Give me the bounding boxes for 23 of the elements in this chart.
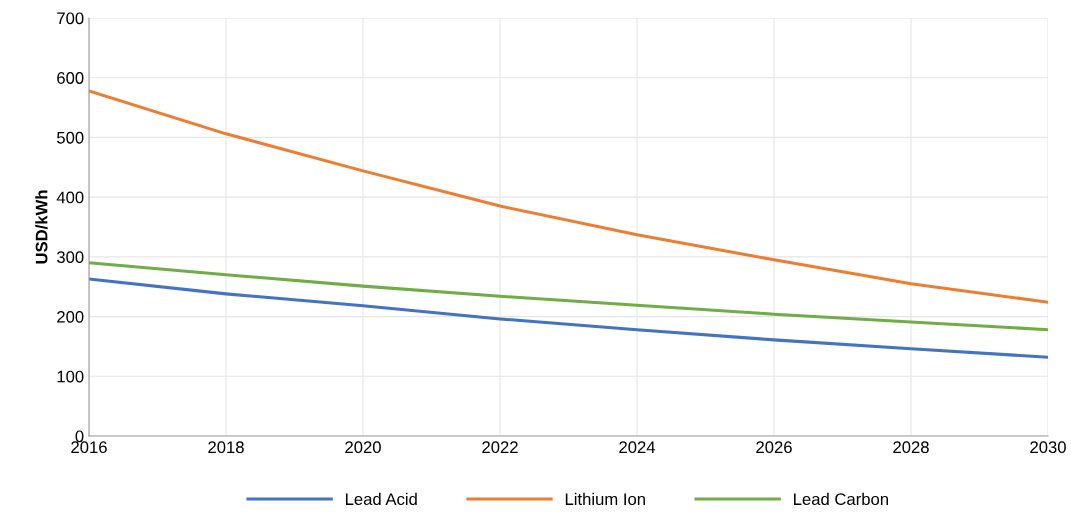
line-series — [89, 89, 1048, 304]
line-series — [89, 261, 1048, 332]
legend-label: Lead Carbon — [794, 492, 888, 506]
x-tick-label: 2018 — [208, 441, 244, 454]
x-tick-label: 2020 — [345, 441, 381, 454]
y-tick-label: 200 — [57, 310, 84, 323]
y-tick-label: 400 — [56, 191, 84, 204]
y-tick-label: 0 — [75, 430, 84, 443]
x-tick-label: 2028 — [893, 441, 929, 454]
y-tick-label: 700 — [57, 12, 84, 25]
x-tick-label: 2026 — [756, 441, 792, 454]
legend-label: Lead Acid — [345, 492, 417, 506]
y-tick-label: 300 — [56, 251, 84, 264]
x-tick-label: 2016 — [71, 441, 107, 454]
y-tick-label: 600 — [57, 72, 84, 84]
y-tick-label: 100 — [57, 370, 84, 383]
x-tick-label: 2024 — [619, 441, 656, 454]
line-series — [89, 277, 1048, 359]
x-tick-label: 2022 — [482, 441, 518, 454]
y-tick-label: 500 — [57, 131, 84, 144]
x-tick-label: 2030 — [1030, 441, 1066, 454]
legend-label: Lithium Ion — [565, 492, 645, 506]
y-axis-title: USD/kWh — [35, 190, 48, 264]
